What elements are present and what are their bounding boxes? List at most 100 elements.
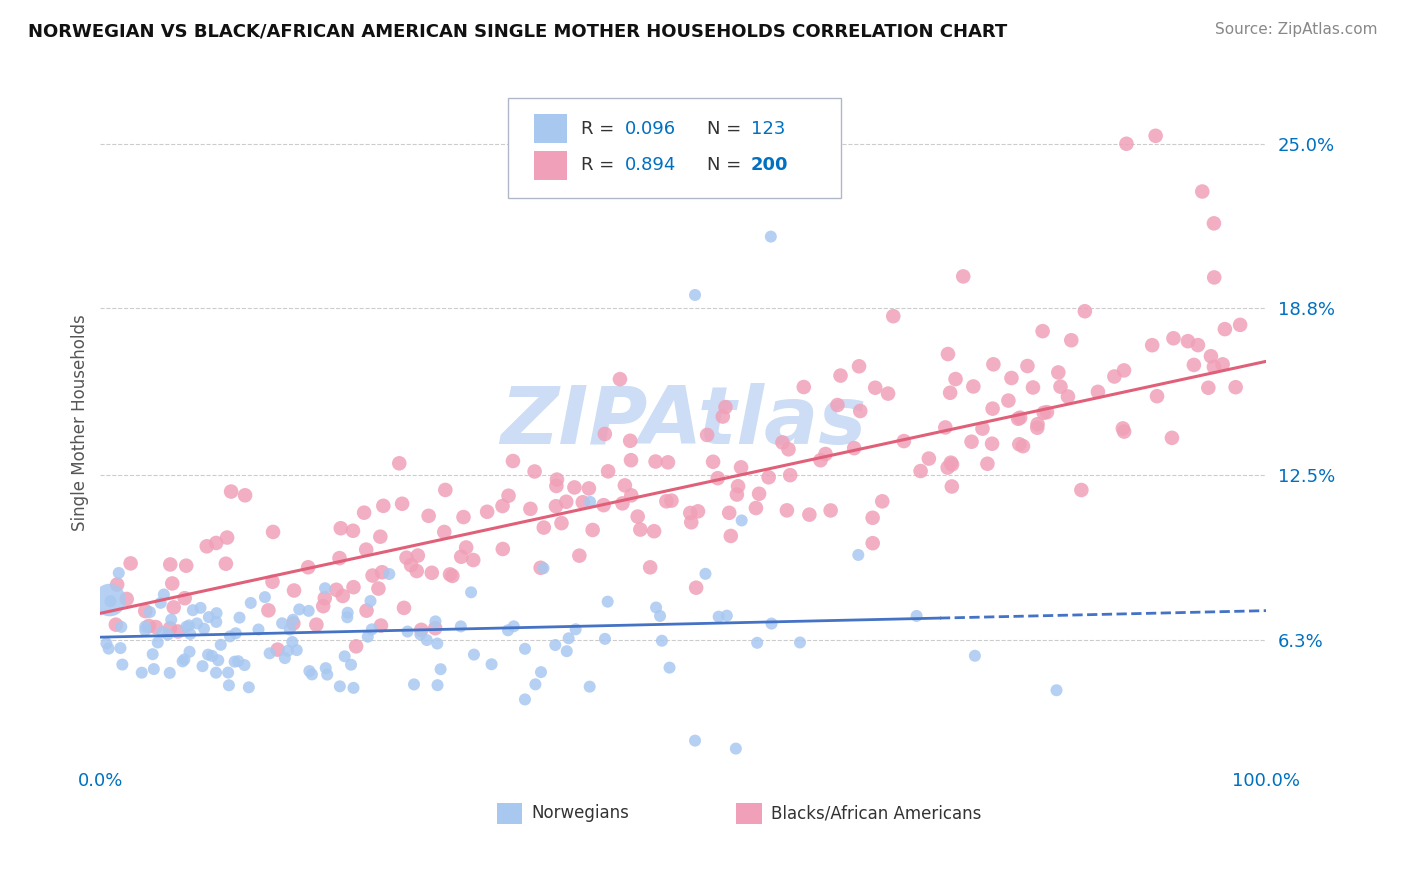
Point [278,623,301,637]
Point [789,635,811,649]
Point [218,678,240,692]
Point [628,523,651,537]
Point [145,620,167,634]
Point [936,460,959,475]
Point [981,436,1004,450]
Point [277,644,299,658]
Point [274,651,297,665]
Point [936,347,959,361]
Point [1112,363,1135,377]
Point [329,679,352,693]
Point [193,622,215,636]
Point [197,648,219,662]
Point [205,615,228,629]
Point [863,381,886,395]
Point [239,596,262,610]
Point [658,660,681,674]
Point [758,470,780,484]
Point [983,357,1005,371]
Point [336,610,359,624]
Point [827,398,849,412]
Point [150,625,173,640]
Point [960,434,983,449]
Point [579,495,602,509]
Point [578,680,600,694]
Point [98,593,121,607]
Point [592,498,614,512]
Point [981,401,1004,416]
Point [219,629,242,643]
Point [342,524,364,538]
Point [612,496,634,510]
Point [316,667,339,681]
Point [877,386,900,401]
Point [370,618,392,632]
Point [550,516,572,530]
Point [578,482,600,496]
Point [1140,338,1163,352]
Point [160,613,183,627]
Point [862,510,884,524]
Point [336,606,359,620]
Point [416,633,439,648]
FancyBboxPatch shape [509,98,841,198]
Point [1017,359,1039,373]
Point [1199,349,1222,363]
Point [259,646,281,660]
Point [1074,304,1097,318]
Point [360,623,382,637]
Text: R =: R = [581,156,620,174]
Point [759,229,782,244]
Point [619,434,641,448]
Point [1047,366,1070,380]
Point [314,591,336,606]
Point [714,400,737,414]
Point [439,567,461,582]
Point [340,657,363,672]
Point [997,393,1019,408]
Point [173,652,195,666]
Point [217,531,239,545]
Point [205,665,228,680]
Point [285,643,308,657]
Point [1000,371,1022,385]
Point [233,658,256,673]
Point [134,619,156,633]
Point [686,504,709,518]
Point [681,516,703,530]
Point [115,592,138,607]
Point [159,558,181,572]
Point [271,616,294,631]
Point [481,657,503,672]
Point [1182,358,1205,372]
Text: 200: 200 [751,156,789,174]
Point [627,509,650,524]
Point [643,524,665,539]
Point [1036,405,1059,419]
Point [100,594,122,608]
Point [283,616,305,631]
Point [870,494,893,508]
Point [1045,683,1067,698]
Point [342,580,364,594]
Point [224,655,246,669]
Text: 0.096: 0.096 [626,120,676,138]
Point [776,503,799,517]
Point [399,558,422,573]
Point [1070,483,1092,497]
Point [731,513,754,527]
Point [905,609,928,624]
Point [226,654,249,668]
Point [910,464,932,478]
Point [546,473,568,487]
Point [110,641,132,656]
Point [810,453,832,467]
Point [409,627,432,641]
Point [830,368,852,383]
Point [342,681,364,695]
Point [332,589,354,603]
Point [720,529,742,543]
Point [778,442,800,457]
Point [1087,384,1109,399]
Point [262,574,284,589]
